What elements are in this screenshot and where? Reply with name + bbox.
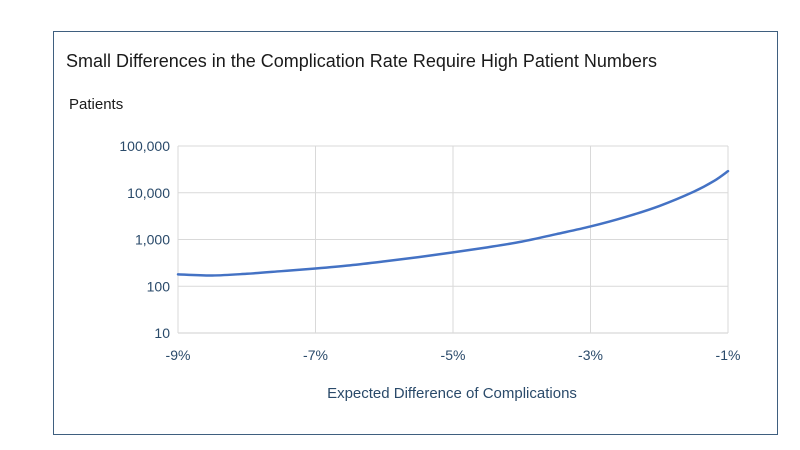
- x-tick-labels: -9% -7% -5% -3% -1%: [166, 347, 741, 363]
- gridlines: [177, 145, 729, 334]
- line-chart: Small Differences in the Complication Ra…: [66, 51, 741, 402]
- y-tick-label: 10,000: [127, 185, 170, 201]
- chart-title: Small Differences in the Complication Ra…: [66, 51, 657, 71]
- y-tick-label: 100,000: [119, 138, 170, 154]
- y-tick-label: 100: [147, 278, 171, 294]
- x-axis-label: Expected Difference of Complications: [327, 385, 577, 402]
- x-tick-label: -1%: [716, 347, 741, 363]
- y-tick-label: 1,000: [135, 232, 170, 248]
- x-tick-label: -7%: [303, 347, 328, 363]
- y-axis-label: Patients: [69, 96, 123, 113]
- y-tick-label: 10: [154, 325, 170, 341]
- x-tick-label: -5%: [441, 347, 466, 363]
- y-tick-labels: 10 100 1,000 10,000 100,000: [119, 138, 170, 341]
- chart-frame: Small Differences in the Complication Ra…: [53, 31, 778, 435]
- series-layer: [176, 169, 730, 277]
- series-line: [176, 169, 730, 277]
- x-tick-label: -3%: [578, 347, 603, 363]
- x-tick-label: -9%: [166, 347, 191, 363]
